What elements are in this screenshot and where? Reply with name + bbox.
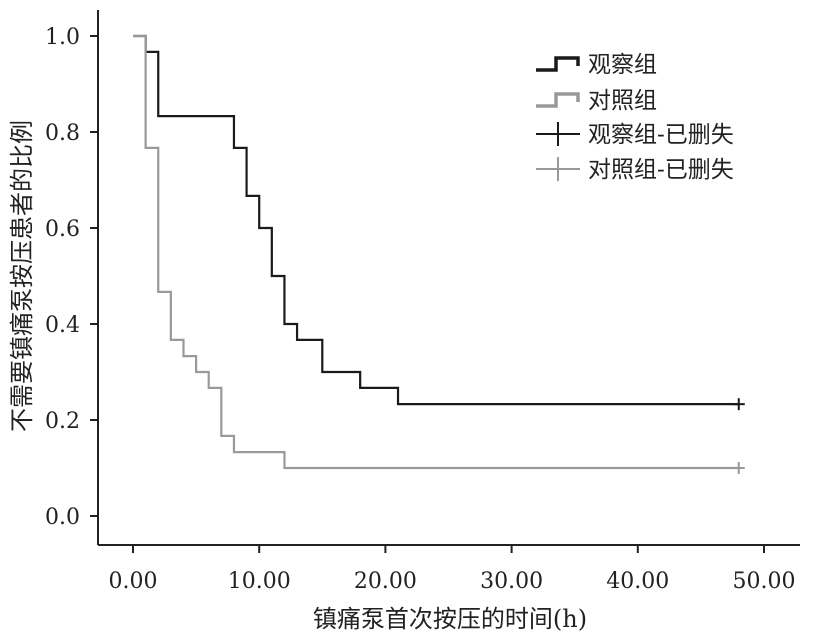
legend-swatch-1 [536,92,580,108]
legend-label-3: 对照组-已删失 [588,157,734,183]
y-tick-label: 0.6 [45,217,80,242]
legend-label-1: 对照组 [588,88,657,114]
y-tick-label: 1.0 [45,25,80,50]
legend-label-2: 观察组-已删失 [588,122,734,148]
x-tick-label: 10.00 [228,569,291,594]
legend-label-0: 观察组 [588,52,657,78]
y-ticks: 0.0 0.2 0.4 0.6 0.8 1.0 [45,25,98,530]
y-axis-title: 不需要镇痛泵按压患者的比例 [8,120,36,432]
series-line-0 [133,34,739,406]
x-tick-label: 30.00 [480,569,543,594]
axes [97,10,800,546]
x-axis-title: 镇痛泵首次按压的时间(h) [313,605,587,633]
legend-swatch-0 [536,56,580,72]
x-tick-label: 50.00 [733,569,796,594]
y-tick-label: 0.0 [45,505,80,530]
series-line-1 [133,34,739,470]
series-layer [133,34,745,474]
x-tick-label: 0.00 [109,569,158,594]
x-tick-label: 20.00 [354,569,417,594]
y-tick-label: 0.2 [45,409,80,434]
x-tick-label: 40.00 [606,569,669,594]
y-tick-label: 0.4 [45,313,80,338]
x-ticks: 0.00 10.00 20.00 30.00 40.00 50.00 [109,545,796,594]
y-tick-label: 0.8 [45,121,80,146]
